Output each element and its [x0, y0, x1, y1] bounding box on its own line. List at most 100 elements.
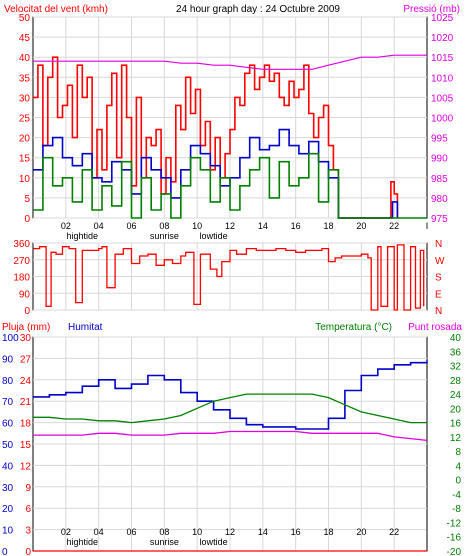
humidity-tick-label: 20 [2, 504, 14, 515]
temperature-tick-label: -16 [447, 533, 462, 544]
temperature-tick-label: -20 [447, 547, 462, 556]
series-line-average [33, 128, 399, 219]
temperature-tick-label: 4 [455, 461, 461, 472]
rain-tick-label: 9 [25, 483, 31, 494]
rain-tick-label: 0 [25, 547, 31, 556]
x-tick-label: 22 [389, 221, 399, 231]
temperature-tick-label: 36 [450, 347, 462, 358]
wind-tick-label: 35 [19, 73, 31, 84]
direction-grid [33, 242, 427, 311]
temperature-tick-label: -4 [452, 490, 461, 501]
temperature-tick-label: -12 [447, 518, 462, 529]
rain-tick-label: 12 [20, 461, 32, 472]
pressure-right-ticks: 975 980 985 990 995 1000 1005 1010 1015 1020 1025 [431, 13, 454, 225]
pressure-tick-label: 985 [431, 174, 448, 185]
rain-tick-label: 18 [20, 419, 32, 430]
wind-left-ticks: 0 5 10 15 20 25 30 35 40 45 50 [19, 13, 31, 225]
wind-series [33, 54, 427, 219]
x-tick-label: 18 [323, 527, 333, 537]
rain-tick-label: 24 [20, 376, 32, 387]
x-tick-label: 06 [126, 527, 136, 537]
temperature-tick-label: 20 [450, 404, 462, 415]
x-tick-label: 18 [323, 221, 333, 231]
direction-tick-label: 270 [13, 256, 30, 267]
x-tick-label: 10 [192, 527, 202, 537]
humidity-tick-label: 10 [2, 526, 14, 537]
marker-label-sunrise: sunrise [150, 231, 179, 241]
temperature-tick-label: -8 [452, 504, 461, 515]
x-tick-label: 20 [356, 527, 366, 537]
temperature-series [33, 360, 428, 552]
pressure-tick-label: 1025 [431, 13, 454, 24]
temperature-axis-label: Temperatura (°C) [315, 322, 392, 333]
rain-tick-label: 15 [20, 440, 32, 451]
temperature-tick-label: 40 [450, 333, 462, 344]
chart-title: 24 hour graph day : 24 Octubre 2009 [176, 4, 340, 15]
pressure-tick-label: 1000 [431, 114, 454, 125]
direction-tick-label: 360 [13, 239, 30, 250]
marker-label-sunrise: sunrise [150, 537, 179, 547]
direction-tick-label: 90 [19, 289, 31, 300]
temperature-tick-label: 28 [450, 376, 462, 387]
series-line-direction [33, 244, 425, 311]
wind-markers: hightide sunrise lowtide [66, 231, 227, 241]
x-tick-label: 02 [61, 221, 71, 231]
x-tick-label: I [426, 527, 429, 537]
pressure-tick-label: 1010 [431, 73, 454, 84]
humidity-tick-label: 40 [2, 461, 14, 472]
wind-left-axis-label: Velocitat del vent (kmh) [4, 4, 108, 15]
temperature-axis-ticks: -20 -16 -12 -8 -4 0 4 8 12 16 20 24 28 32 36 40 [447, 333, 462, 556]
temperature-tick-label: 12 [450, 433, 462, 444]
humidity-axis-ticks: 0 10 20 30 40 50 60 70 80 90 100 [2, 333, 19, 556]
wind-tick-label: 25 [19, 114, 31, 125]
rain-tick-label: 27 [20, 354, 32, 365]
compass-label: N [435, 239, 442, 250]
rain-tick-label: 3 [25, 526, 31, 537]
pressure-tick-label: 995 [431, 134, 448, 145]
wind-tick-label: 45 [19, 33, 31, 44]
humidity-tick-label: 0 [2, 547, 8, 556]
temperature-tick-label: 32 [450, 362, 462, 373]
rain-tick-label: 30 [20, 333, 32, 344]
humidity-tick-label: 80 [2, 376, 14, 387]
humidity-tick-label: 50 [2, 440, 14, 451]
direction-series [33, 244, 425, 311]
wind-tick-label: 30 [19, 93, 31, 104]
series-line-humidity [33, 360, 428, 430]
pressure-tick-label: 980 [431, 194, 448, 205]
x-tick-label: 14 [258, 221, 268, 231]
temperature-x-ticks: 02 04 06 08 10 12 14 16 18 20 22 I [61, 527, 428, 537]
direction-tick-label: 0 [24, 306, 30, 317]
pressure-tick-label: 1020 [431, 33, 454, 44]
series-line-dew-point [33, 430, 428, 442]
wind-x-ticks: 02 04 06 08 10 12 14 16 18 20 22 I [61, 221, 428, 231]
direction-left-ticks: 0 90 180 270 360 [13, 239, 30, 317]
compass-label: E [435, 289, 442, 300]
marker-label-hightide: hightide [66, 231, 98, 241]
humidity-tick-label: 100 [2, 333, 19, 344]
compass-label: W [435, 256, 445, 267]
humidity-tick-label: 70 [2, 397, 14, 408]
pressure-tick-label: 1005 [431, 93, 454, 104]
humidity-tick-label: 30 [2, 483, 14, 494]
x-tick-label: 04 [94, 221, 104, 231]
temperature-tick-label: 16 [450, 419, 462, 430]
x-tick-label: 22 [389, 527, 399, 537]
dewpoint-axis-label: Punt rosada [408, 322, 462, 333]
x-tick-label: 12 [225, 527, 235, 537]
x-tick-label: 06 [126, 221, 136, 231]
pressure-tick-label: 990 [431, 154, 448, 165]
x-tick-label: 02 [61, 527, 71, 537]
compass-label: S [435, 273, 442, 284]
wind-tick-label: 40 [19, 53, 31, 64]
series-line-temperature [33, 393, 427, 424]
pressure-right-axis-label: Pressió (mb) [403, 4, 460, 15]
humidity-tick-label: 60 [2, 419, 14, 430]
wind-tick-label: 0 [24, 214, 30, 225]
rain-axis-label: Pluja (mm) [2, 322, 50, 333]
x-tick-label: 10 [192, 221, 202, 231]
